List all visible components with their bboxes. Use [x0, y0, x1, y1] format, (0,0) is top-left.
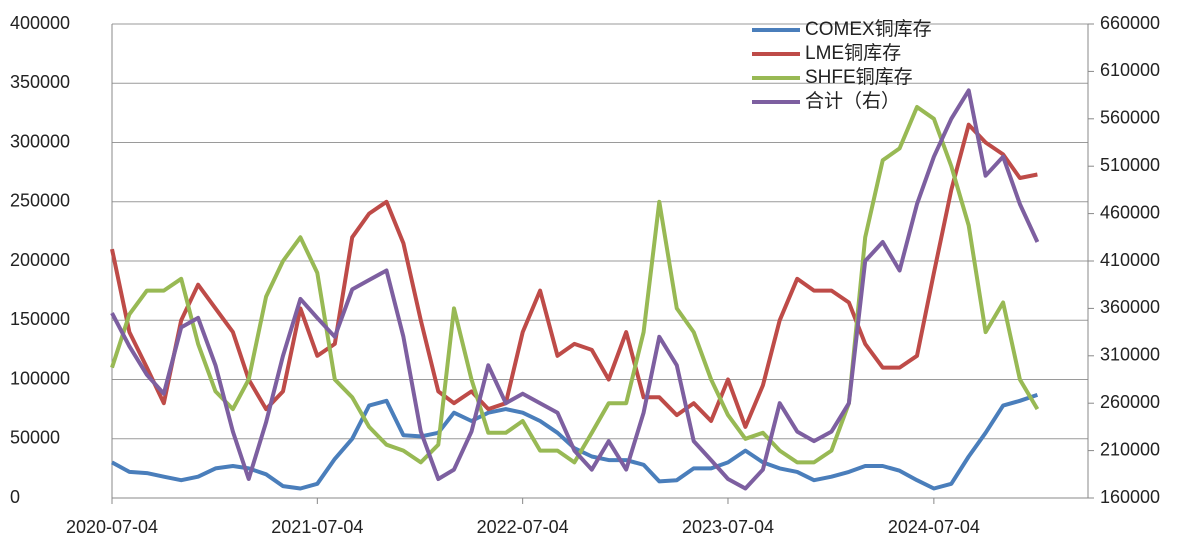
- y-tick-label: 50000: [10, 428, 60, 448]
- legend-label: LME铜库存: [805, 42, 901, 64]
- series-line: [110, 122, 1038, 429]
- y2-tick-label: 210000: [1100, 439, 1160, 459]
- y2-tick-label: 560000: [1100, 108, 1160, 128]
- y2-tick-label: 660000: [1100, 13, 1160, 33]
- y-tick-label: 150000: [10, 309, 70, 329]
- y2-tick-label: 610000: [1100, 60, 1160, 80]
- y2-tick-label: 160000: [1100, 487, 1160, 507]
- y-tick-label: 200000: [10, 250, 70, 270]
- legend-label: COMEX铜库存: [805, 18, 932, 40]
- x-tick-label: 2023-07-04: [682, 517, 774, 537]
- series-line: [110, 88, 1040, 491]
- y-tick-label: 300000: [10, 131, 70, 151]
- y2-tick-label: 460000: [1100, 202, 1160, 222]
- x-tick-label: 2020-07-04: [66, 517, 158, 537]
- y2-tick-label: 310000: [1100, 345, 1160, 365]
- y-tick-label: 400000: [10, 13, 70, 33]
- y2-tick-label: 260000: [1100, 392, 1160, 412]
- legend-label: SHFE铜库存: [805, 66, 913, 88]
- x-tick-label: 2024-07-04: [888, 517, 980, 537]
- x-tick-label: 2022-07-04: [477, 517, 569, 537]
- y-tick-label: 100000: [10, 368, 70, 388]
- y2-tick-label: 410000: [1100, 250, 1160, 270]
- legend-label: 合计（右）: [805, 90, 900, 112]
- y2-tick-label: 360000: [1100, 297, 1160, 317]
- y-tick-label: 350000: [10, 72, 70, 92]
- y-tick-label: 0: [10, 487, 20, 507]
- series-line: [110, 105, 1040, 465]
- y2-tick-label: 510000: [1100, 155, 1160, 175]
- y-tick-label: 250000: [10, 191, 70, 211]
- x-tick-label: 2021-07-04: [271, 517, 363, 537]
